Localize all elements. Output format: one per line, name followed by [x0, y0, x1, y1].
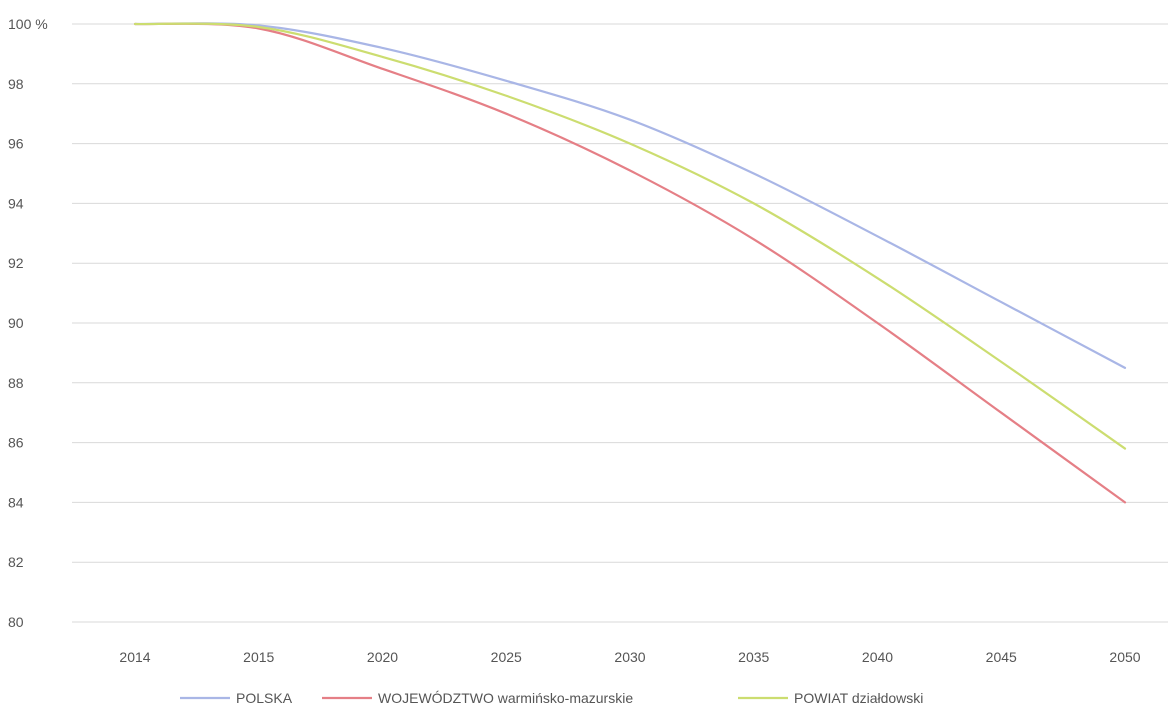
x-axis-ticks: 2014 2015 2020 2025 2030 2035 2040 2045 2050: [119, 649, 1140, 665]
series-powiat-line: [133, 22, 1127, 450]
legend-item-polska: POLSKA: [180, 690, 293, 706]
x-tick-label: 2014: [119, 649, 150, 665]
x-tick-label: 2015: [243, 649, 274, 665]
legend-label: WOJEWÓDZTWO warmińsko-mazurskie: [378, 690, 633, 706]
legend-label: POLSKA: [236, 690, 293, 706]
legend-label: POWIAT działdowski: [794, 690, 923, 706]
y-tick-label: 92: [8, 255, 24, 271]
legend: POLSKA WOJEWÓDZTWO warmińsko-mazurskie POW…: [180, 690, 923, 706]
y-tick-label: 80: [8, 614, 24, 630]
y-tick-label: 100 %: [8, 16, 48, 32]
grid: [72, 23, 1168, 623]
series-wojewodztwo-line: [133, 22, 1127, 504]
y-tick-label: 96: [8, 136, 24, 152]
x-tick-label: 2020: [367, 649, 398, 665]
x-tick-label: 2025: [491, 649, 522, 665]
x-tick-label: 2030: [614, 649, 645, 665]
legend-item-wojewodztwo: WOJEWÓDZTWO warmińsko-mazurskie: [322, 690, 633, 706]
y-tick-label: 98: [8, 76, 24, 92]
y-tick-label: 82: [8, 554, 24, 570]
x-tick-label: 2050: [1109, 649, 1140, 665]
x-tick-label: 2040: [862, 649, 893, 665]
y-tick-label: 86: [8, 435, 24, 451]
y-tick-label: 84: [8, 494, 24, 510]
y-tick-label: 88: [8, 375, 24, 391]
x-tick-label: 2035: [738, 649, 769, 665]
y-axis-ticks: 100 % 98 96 94 92 90 88 86 84 82 80: [8, 16, 48, 630]
series: [133, 22, 1127, 504]
x-tick-label: 2045: [986, 649, 1017, 665]
y-tick-label: 90: [8, 315, 24, 331]
series-polska-line: [133, 22, 1127, 369]
y-tick-label: 94: [8, 195, 24, 211]
legend-item-powiat: POWIAT działdowski: [738, 690, 923, 706]
